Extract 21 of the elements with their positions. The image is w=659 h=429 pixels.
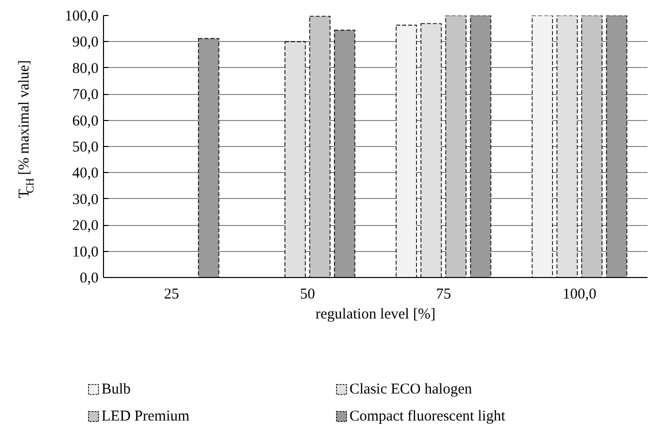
y-tick-label: 0,0 xyxy=(80,270,98,286)
legend-label: Clasic ECO halogen xyxy=(350,382,472,398)
x-axis-title: regulation level [%] xyxy=(316,306,436,322)
y-tick-label: 10,0 xyxy=(72,244,98,260)
y-axis-title: TCH [% maximal value] xyxy=(16,60,36,198)
y-tick-label: 80,0 xyxy=(72,60,98,77)
y-tick-label: 30,0 xyxy=(72,192,98,208)
legend-label: Bulb xyxy=(102,382,131,398)
legend-label: Compact fluorescent light xyxy=(350,408,506,424)
x-tick-label: 50 xyxy=(300,286,315,302)
y-tick-label: 40,0 xyxy=(72,166,98,182)
x-tick-label: 25 xyxy=(164,286,179,302)
x-tick-label: 75 xyxy=(436,286,451,302)
x-tick-label: 100,0 xyxy=(562,286,596,302)
y-tick-label: 50,0 xyxy=(72,140,98,156)
y-tick-label: 90,0 xyxy=(72,34,98,51)
y-tick-label: 100,0 xyxy=(64,8,98,24)
legend-label: LED Premium xyxy=(102,408,190,424)
y-tick-label: 70,0 xyxy=(72,87,98,104)
y-tick-label: 60,0 xyxy=(72,113,98,130)
y-tick-label: 20,0 xyxy=(72,218,98,234)
